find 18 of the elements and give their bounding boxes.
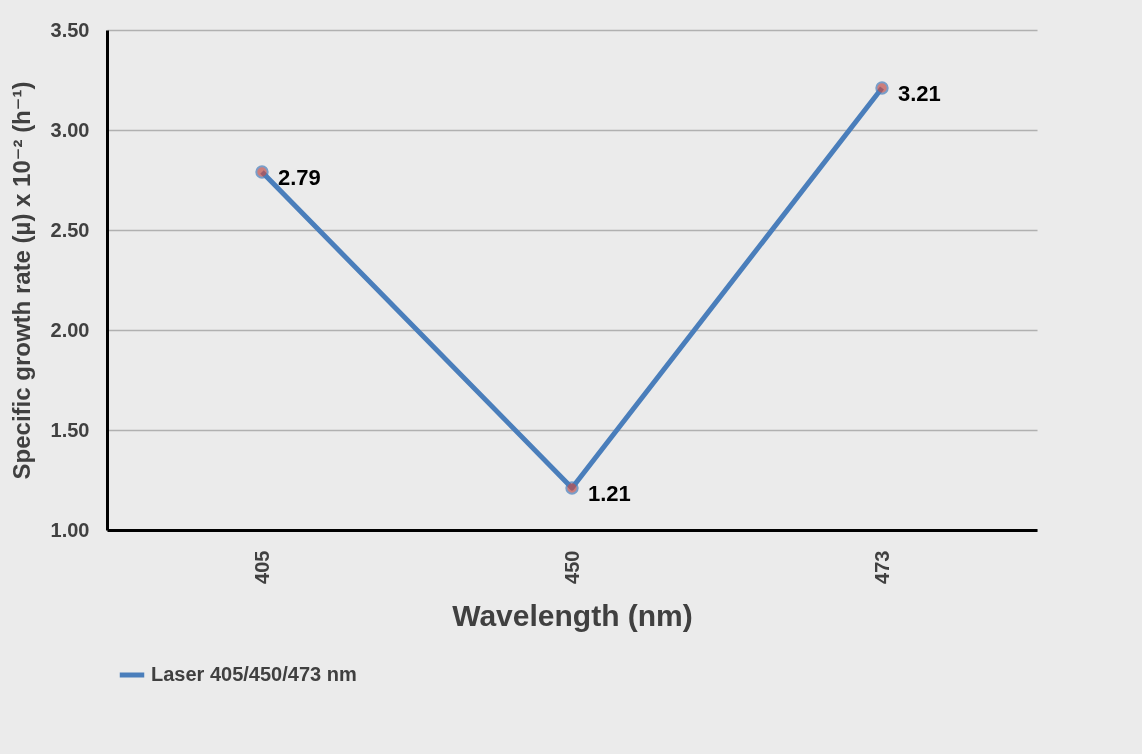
x-tick-label: 405 xyxy=(250,550,273,584)
legend-label: Laser 405/450/473 nm xyxy=(151,663,357,685)
point xyxy=(565,481,579,495)
y-tick-label: 2.50 xyxy=(50,218,90,241)
y-tick-label: 3.00 xyxy=(50,118,90,141)
x-tick-label: 473 xyxy=(870,550,893,584)
point xyxy=(875,81,889,95)
data-label: 1.21 xyxy=(588,481,631,506)
y-tick-label: 1.50 xyxy=(50,418,90,441)
y-tick-label: 3.50 xyxy=(50,18,90,41)
data-label: 2.79 xyxy=(278,165,321,190)
x-tick-label: 450 xyxy=(560,550,583,584)
data-label: 3.21 xyxy=(898,81,941,106)
point xyxy=(255,165,269,179)
x-axis-title: Wavelength (nm) xyxy=(452,598,693,632)
y-axis-title: Specific growth rate (µ) x 10⁻² (h⁻¹) xyxy=(7,81,35,480)
y-tick-label: 2.00 xyxy=(50,318,90,341)
y-tick-label: 1.00 xyxy=(50,518,90,541)
